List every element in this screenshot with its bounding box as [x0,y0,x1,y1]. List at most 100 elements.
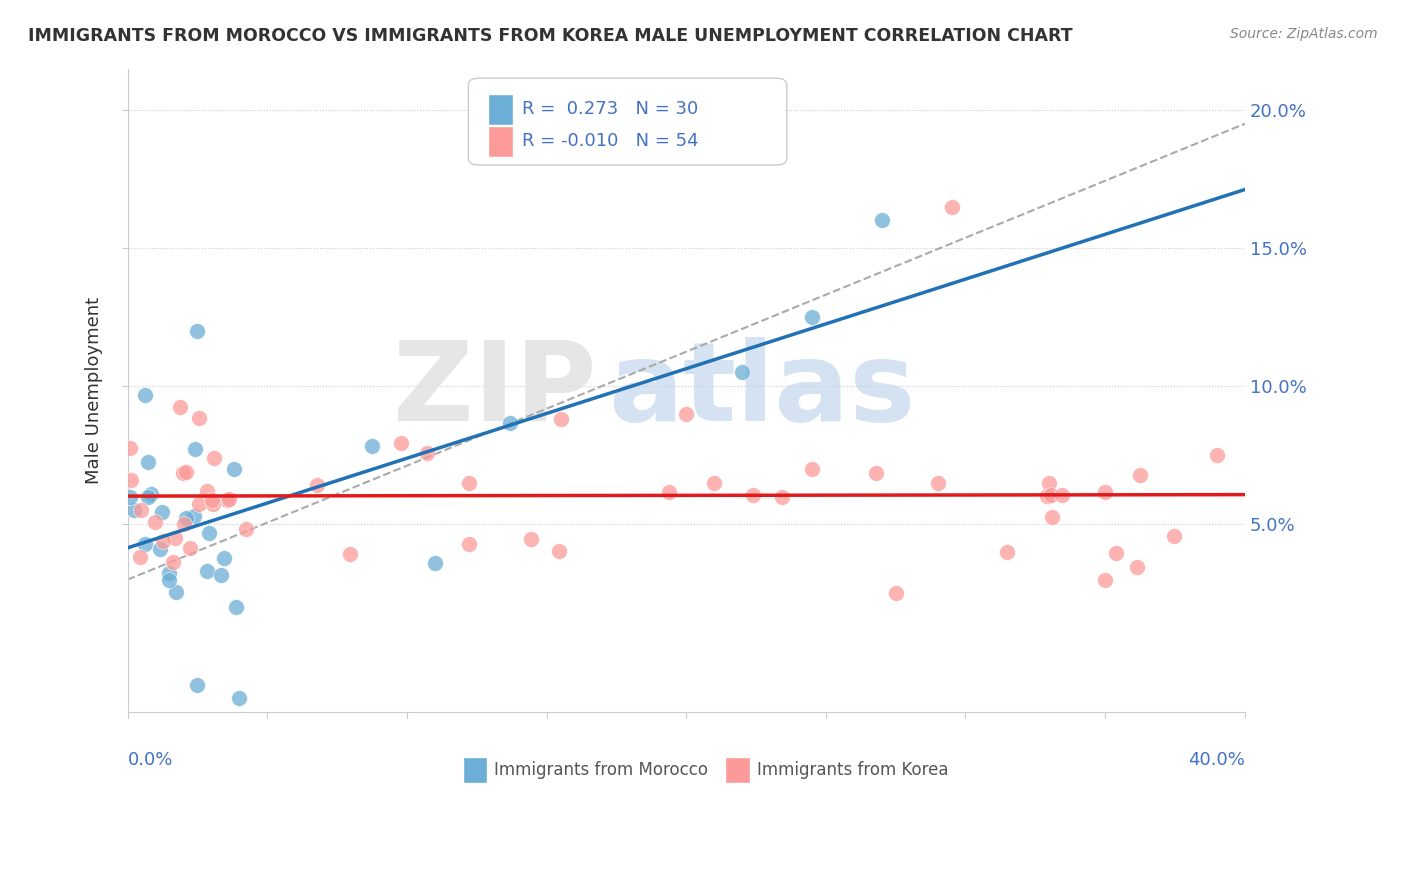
Point [128,549,150,564]
Point [172,467,194,481]
Point [391,436,413,450]
Point [361,439,384,453]
Point [1126,560,1149,574]
Point [186,678,208,692]
Point [339,547,361,561]
Point [165,531,187,545]
Point [162,555,184,569]
Point [1038,475,1060,490]
Point [499,416,522,430]
Point [1036,489,1059,503]
Point [1094,484,1116,499]
Point [136,490,159,504]
Point [519,532,541,546]
Point [800,462,823,476]
Point [995,545,1018,559]
Y-axis label: Male Unemployment: Male Unemployment [86,297,103,484]
Point [149,541,172,556]
Point [179,541,201,555]
Point [159,566,181,580]
Point [416,445,439,459]
Text: IMMIGRANTS FROM MOROCCO VS IMMIGRANTS FROM KOREA MALE UNEMPLOYMENT CORRELATION C: IMMIGRANTS FROM MOROCCO VS IMMIGRANTS FR… [28,27,1073,45]
Point [195,483,218,498]
Point [741,488,763,502]
Text: Immigrants from Morocco: Immigrants from Morocco [494,761,709,780]
Text: R = -0.010   N = 54: R = -0.010 N = 54 [522,132,699,150]
Point [215,493,238,508]
Point [423,556,446,570]
Point [1163,529,1185,543]
Point [169,400,191,414]
Point [184,442,207,456]
Text: 0.0%: 0.0% [128,751,173,769]
Point [800,310,823,325]
Text: ZIP: ZIP [394,337,596,444]
Point [1050,488,1073,502]
Point [548,544,571,558]
Point [218,491,240,506]
Point [134,388,156,402]
Point [122,503,145,517]
Point [870,213,893,227]
Point [1104,546,1126,560]
FancyBboxPatch shape [725,757,749,783]
Point [1205,448,1227,462]
Point [201,497,224,511]
Point [134,537,156,551]
Point [195,564,218,578]
Point [1094,573,1116,587]
Point [118,491,141,505]
Text: 40.0%: 40.0% [1188,751,1244,769]
Point [222,462,245,476]
Point [235,522,257,536]
Point [1040,488,1063,502]
Point [120,441,142,455]
Point [120,473,142,487]
Point [658,485,681,500]
Point [941,200,963,214]
Text: Source: ZipAtlas.com: Source: ZipAtlas.com [1230,27,1378,41]
Point [141,487,163,501]
Point [150,504,173,518]
Point [214,550,236,565]
Point [136,455,159,469]
Point [186,324,208,338]
Point [884,586,907,600]
Point [457,476,479,491]
Point [927,475,949,490]
Point [731,366,754,380]
Point [129,502,152,516]
Point [152,533,174,548]
Point [202,451,225,466]
Point [173,517,195,532]
Point [159,573,181,587]
Point [183,509,205,524]
FancyBboxPatch shape [463,757,488,783]
Point [703,475,725,490]
Point [145,515,167,529]
Point [1040,510,1063,524]
Point [770,490,793,504]
FancyBboxPatch shape [488,94,513,125]
Point [187,496,209,510]
Point [675,407,697,421]
Point [165,584,187,599]
Point [225,600,247,615]
Point [209,567,232,582]
Point [201,492,224,507]
Point [174,465,197,479]
FancyBboxPatch shape [488,126,513,157]
Point [305,477,328,491]
FancyBboxPatch shape [468,78,787,165]
Text: atlas: atlas [607,337,915,444]
Point [1129,468,1152,483]
Point [228,691,250,706]
Text: Immigrants from Korea: Immigrants from Korea [756,761,948,780]
Point [865,466,887,480]
Text: R =  0.273   N = 30: R = 0.273 N = 30 [522,100,699,118]
Point [198,525,221,540]
Point [174,511,197,525]
Point [458,537,481,551]
Point [187,410,209,425]
Point [550,412,572,426]
